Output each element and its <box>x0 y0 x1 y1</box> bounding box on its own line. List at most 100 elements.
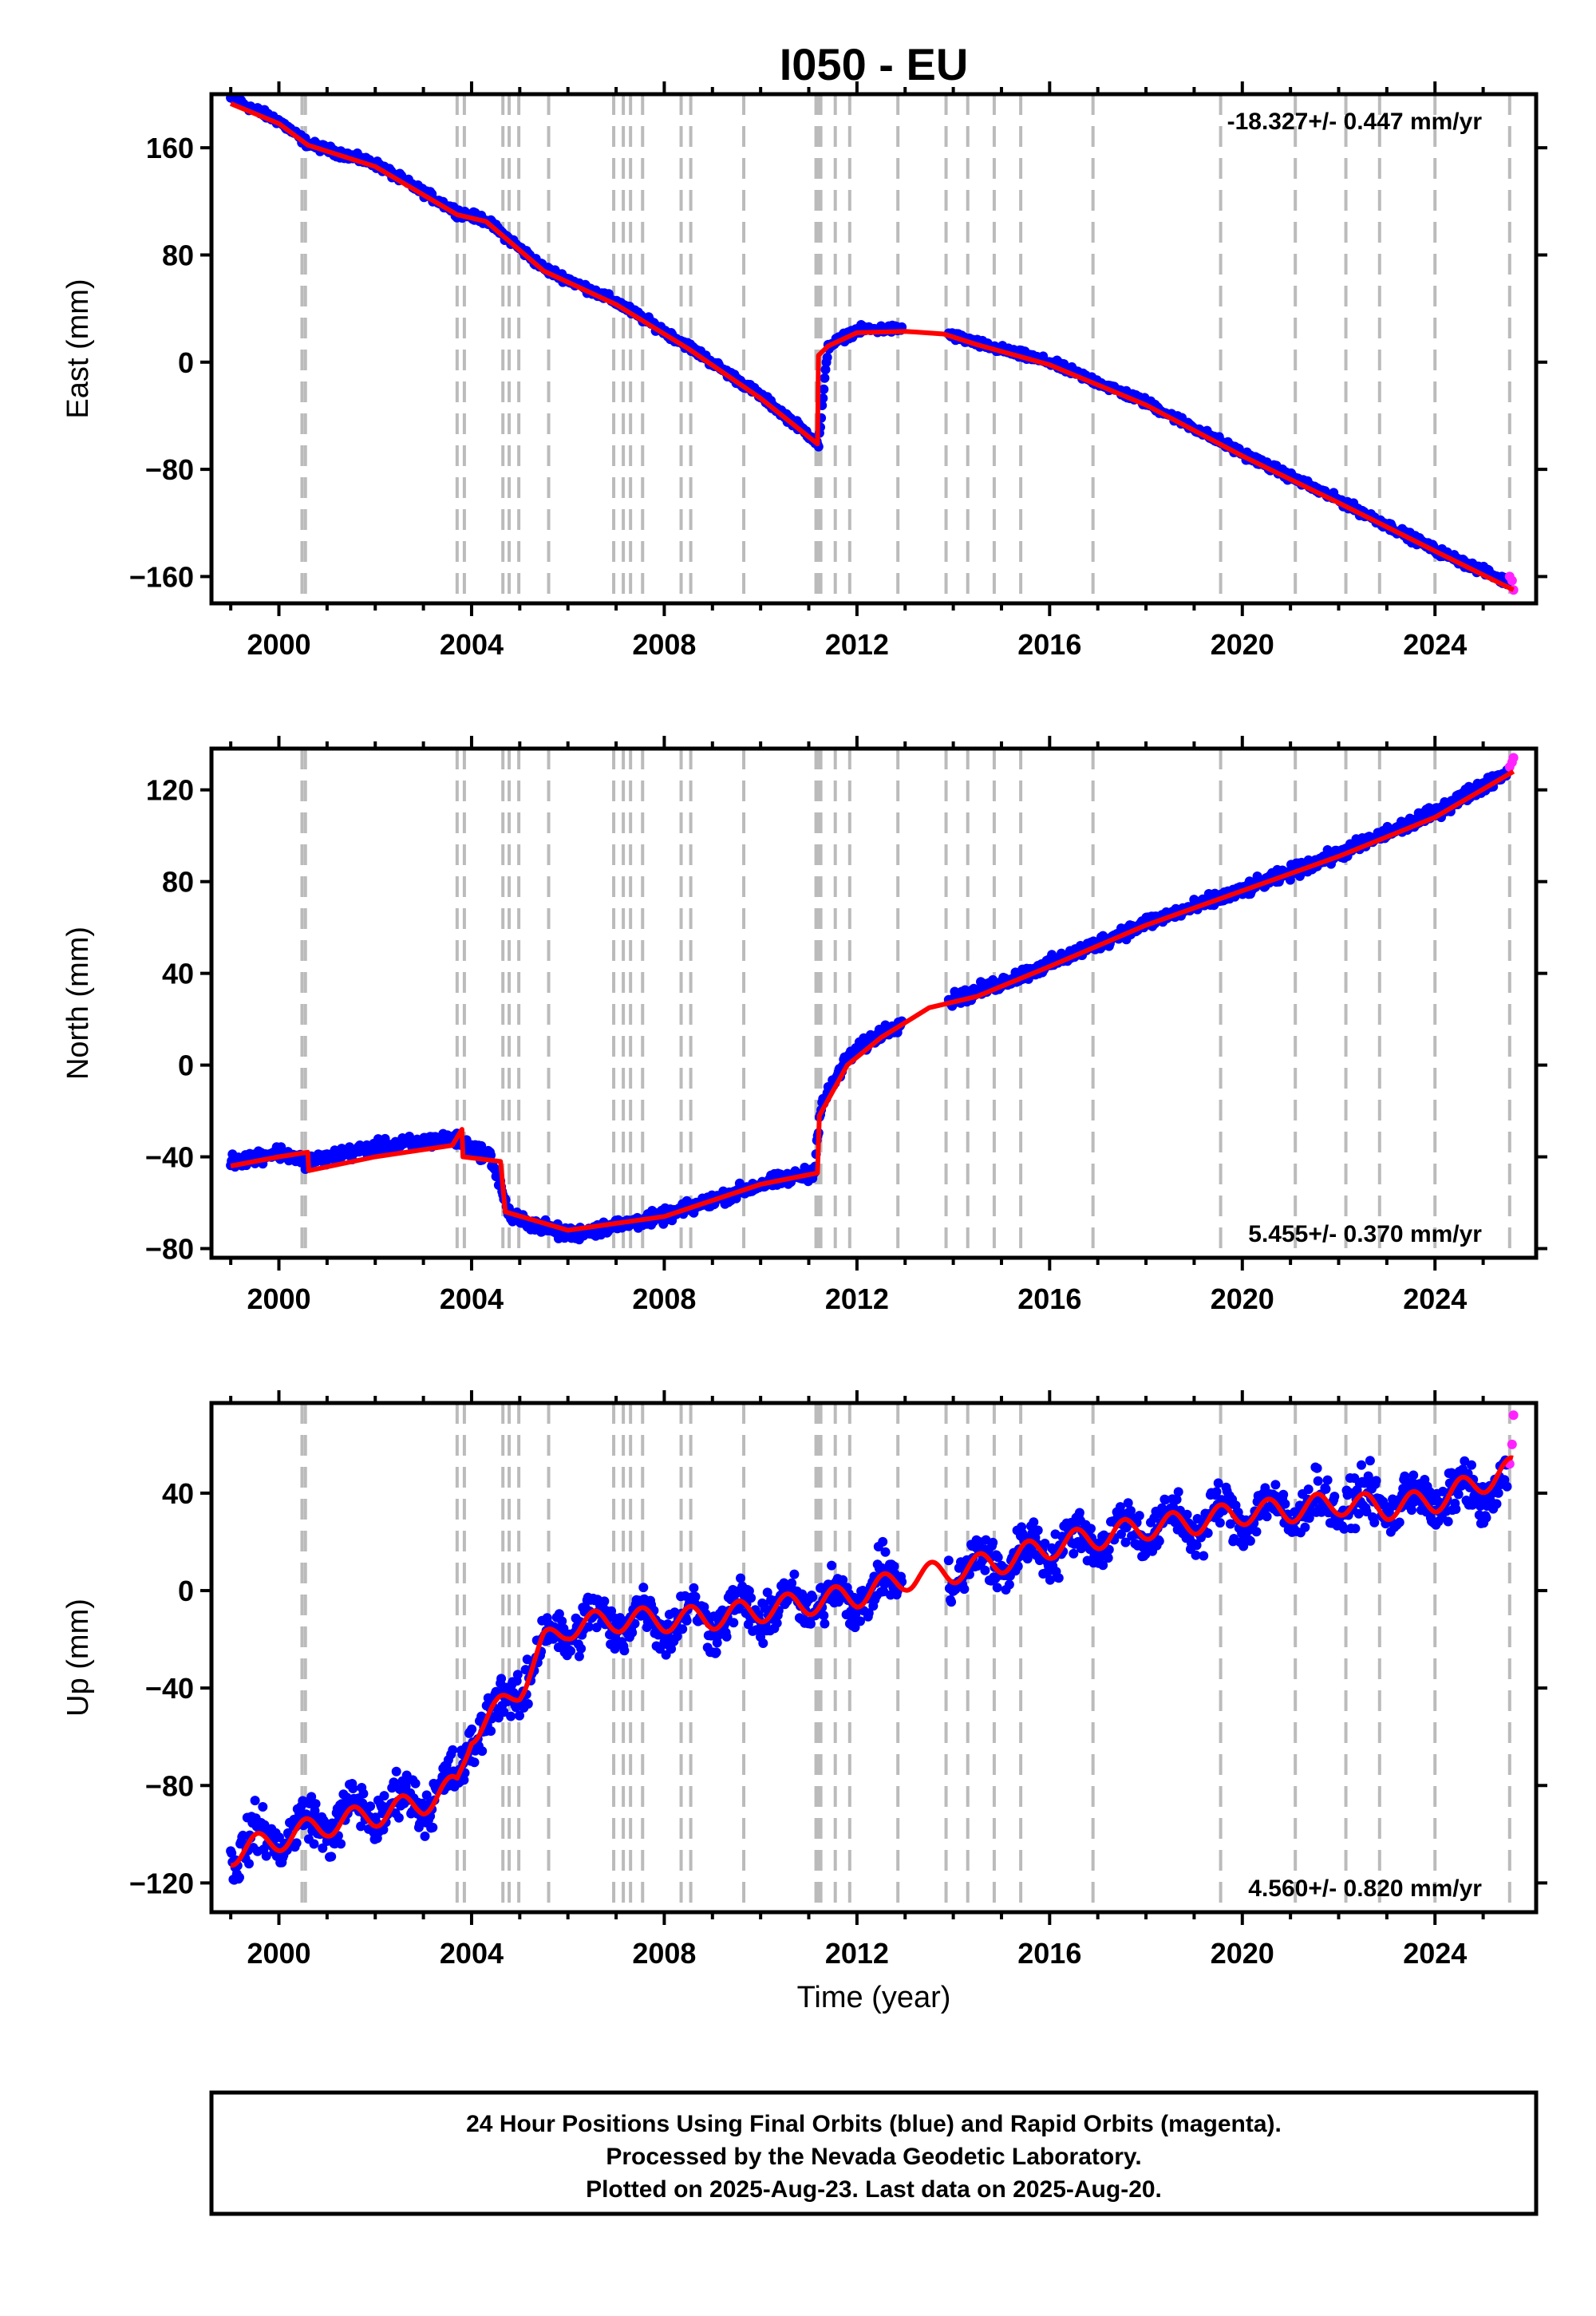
final-orbit-point <box>1278 1489 1289 1500</box>
y-tick-label: 40 <box>162 958 194 990</box>
final-orbit-point <box>583 1622 594 1632</box>
final-orbit-point <box>1121 1523 1132 1533</box>
final-orbit-point <box>599 1596 610 1607</box>
rapid-orbit-point <box>1507 1439 1517 1449</box>
final-orbit-point <box>1270 1480 1281 1490</box>
final-orbit-point <box>576 1643 587 1654</box>
final-orbit-point <box>1322 1475 1333 1485</box>
final-orbit-point <box>1123 1498 1133 1508</box>
final-orbit-point <box>1173 1487 1183 1497</box>
final-orbit-point <box>959 1584 970 1595</box>
final-orbit-point <box>1191 1540 1202 1551</box>
final-orbit-point <box>690 1591 701 1602</box>
final-orbit-point <box>1262 1512 1272 1522</box>
final-orbit-point <box>1365 1456 1375 1466</box>
final-orbit-point <box>1029 1517 1039 1528</box>
caption-line-3: Plotted on 2025-Aug-23. Last data on 202… <box>586 2176 1162 2203</box>
final-orbit-point <box>1120 1537 1131 1547</box>
final-orbit-point <box>448 1745 458 1755</box>
rate-label: 4.560+/- 0.820 mm/yr <box>1248 1875 1482 1902</box>
final-orbit-point <box>1460 1456 1470 1466</box>
final-orbit-point <box>762 1587 772 1598</box>
final-orbit-point <box>992 1583 1002 1593</box>
final-orbit-point <box>1321 1484 1331 1494</box>
plot-area <box>226 1403 1519 1912</box>
final-orbit-point <box>467 1724 477 1734</box>
rate-label: 5.455+/- 0.370 mm/yr <box>1248 1221 1482 1247</box>
x-tick-label: 2024 <box>1403 1937 1467 1970</box>
x-tick-label: 2000 <box>247 1937 310 1970</box>
final-orbit-point <box>1182 1509 1192 1520</box>
final-orbit-point <box>1407 1505 1416 1516</box>
final-orbit-point <box>819 384 829 394</box>
plot-area <box>226 749 1519 1258</box>
final-orbit-point <box>827 1560 837 1571</box>
final-orbit-point <box>244 1859 254 1869</box>
y-tick-label: −40 <box>145 1141 194 1174</box>
final-orbit-point <box>554 1609 564 1619</box>
final-orbit-point <box>309 1839 319 1849</box>
final-orbit-point <box>1303 1484 1314 1495</box>
final-orbit-point <box>420 1831 430 1841</box>
x-axis-label: Time (year) <box>797 1981 951 2014</box>
x-tick-label: 2024 <box>1403 1282 1467 1315</box>
plot-frame <box>209 1401 1539 1915</box>
final-orbit-point <box>1481 1512 1491 1523</box>
final-orbit-point <box>1408 1470 1419 1480</box>
final-orbit-point <box>306 1792 317 1802</box>
final-orbit-point <box>486 1726 496 1736</box>
final-orbit-point <box>627 1627 638 1638</box>
east-panel: −160 −80 0 80 160 2000 2004 2008 2012 2016 2020 202… <box>61 81 1547 661</box>
final-orbit-point <box>1502 1481 1512 1492</box>
final-orbit-point <box>1438 1486 1448 1496</box>
final-orbit-point <box>318 1843 328 1853</box>
final-orbit-point <box>1443 1516 1453 1527</box>
final-orbit-point <box>310 1799 321 1809</box>
final-orbit-point <box>681 1615 692 1626</box>
final-orbit-point <box>358 1788 369 1799</box>
final-orbit-point <box>820 373 830 383</box>
final-orbit-point <box>655 1644 665 1654</box>
final-orbit-point <box>822 352 832 362</box>
y-tick-label: 80 <box>162 239 194 271</box>
final-orbit-point <box>818 393 828 403</box>
y-tick-label: 40 <box>162 1477 194 1510</box>
final-orbit-point <box>1160 1495 1171 1505</box>
final-orbit-point <box>806 1618 816 1629</box>
x-tick-label: 2020 <box>1211 1282 1274 1315</box>
final-orbit-point <box>1126 1506 1136 1516</box>
final-orbit-point <box>1394 1517 1404 1528</box>
x-tick-label: 2000 <box>247 1282 310 1315</box>
north-panel: −80 −40 0 40 80 120 2000 2004 2008 2012 2016 2020 20… <box>61 736 1547 1315</box>
final-orbit-point <box>275 1832 284 1843</box>
final-orbit-point <box>721 1631 732 1642</box>
final-orbit-point <box>574 1651 584 1662</box>
final-orbit-point <box>261 1851 271 1861</box>
final-orbit-point <box>1069 1548 1079 1559</box>
final-orbit-point <box>736 1573 745 1583</box>
final-orbit-point <box>512 1670 523 1680</box>
final-orbit-point <box>838 1575 848 1585</box>
final-orbit-point <box>1245 1535 1255 1546</box>
y-tick-label: −80 <box>145 1769 194 1802</box>
final-orbit-point <box>410 1778 421 1788</box>
final-orbit-point <box>943 1555 954 1566</box>
x-tick-label: 2016 <box>1017 1937 1081 1970</box>
final-orbit-point <box>1211 1487 1222 1497</box>
final-orbit-point <box>619 1646 630 1656</box>
y-tick-label: −120 <box>129 1867 194 1899</box>
final-orbit-point <box>712 1638 722 1648</box>
final-orbit-point <box>506 1711 516 1721</box>
plot-frame <box>209 92 1539 606</box>
final-orbit-point <box>1225 1519 1235 1529</box>
final-orbit-point <box>1313 1476 1323 1486</box>
final-orbit-point <box>1215 1518 1225 1528</box>
figure-title: I050 - EU <box>780 39 969 89</box>
y-tick-label: 0 <box>178 346 194 379</box>
final-orbit-point <box>1074 1508 1084 1518</box>
final-orbit-point <box>638 1583 649 1593</box>
final-orbit-point <box>717 1605 728 1615</box>
final-orbit-point <box>391 1766 401 1777</box>
final-orbit-point <box>1357 1460 1366 1470</box>
final-orbit-point <box>758 1638 768 1648</box>
